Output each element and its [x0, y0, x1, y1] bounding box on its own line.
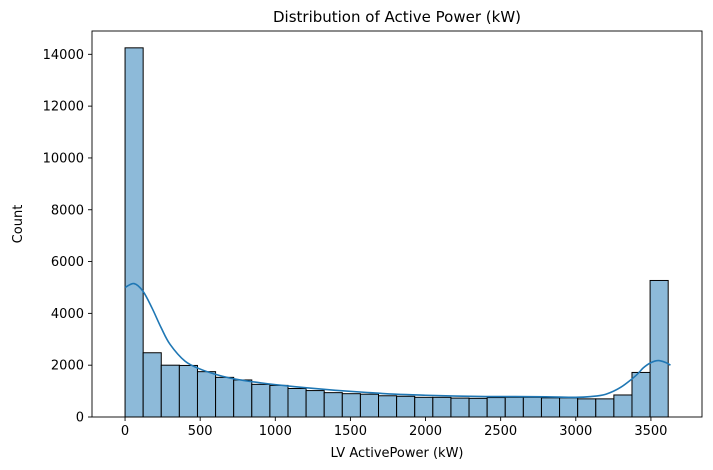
histogram-bar — [613, 394, 633, 418]
histogram-bar — [142, 352, 162, 418]
histogram-bar — [378, 395, 398, 418]
y-tick-label: 10000 — [43, 151, 84, 166]
y-tick-label: 2000 — [51, 359, 84, 374]
histogram-bar — [359, 393, 380, 418]
y-tick-label: 14000 — [43, 48, 84, 63]
x-tick-label: 500 — [188, 424, 213, 439]
x-axis-label: LV ActivePower (kW) — [330, 446, 463, 461]
histogram-bar — [504, 396, 524, 418]
x-tick-label: 0 — [121, 424, 129, 439]
bars-group — [124, 47, 669, 418]
histogram-bar — [396, 395, 416, 418]
plot-frame — [91, 30, 703, 418]
histogram-bar — [178, 364, 198, 418]
x-tick-label: 1000 — [259, 424, 292, 439]
histogram-bar — [432, 396, 452, 418]
y-axis-ticks: 0 2000 4000 6000 8000 10000 12000 14000 — [43, 48, 92, 426]
y-tick-label: 12000 — [43, 100, 84, 115]
x-tick-label: 3500 — [634, 424, 667, 439]
histogram-bar — [233, 379, 253, 418]
chart-title: Distribution of Active Power (kW) — [273, 8, 521, 26]
histogram-bar — [414, 396, 434, 418]
kde-line — [124, 282, 671, 399]
histogram-bar — [341, 393, 361, 418]
y-tick-label: 6000 — [51, 255, 84, 270]
histogram-bar — [577, 398, 597, 418]
histogram-bar — [468, 397, 488, 418]
histogram-bar — [540, 397, 561, 418]
histogram-bar — [269, 384, 289, 418]
x-tick-label: 1500 — [334, 424, 367, 439]
histogram-bar — [486, 397, 506, 418]
y-tick-label: 4000 — [51, 307, 84, 322]
histogram-bar — [251, 383, 271, 418]
x-tick-label: 2500 — [484, 424, 517, 439]
histogram-bar — [649, 279, 669, 418]
histogram-bar — [196, 371, 217, 418]
histogram-bar — [631, 371, 651, 418]
y-axis-label: Count — [11, 205, 26, 244]
histogram-bar — [305, 390, 325, 418]
histogram-bar — [215, 376, 235, 418]
histogram-bar — [160, 364, 180, 418]
histogram-bar — [450, 397, 470, 418]
histogram-bar — [522, 396, 542, 418]
histogram-bar — [323, 392, 343, 418]
x-tick-label: 3000 — [559, 424, 592, 439]
x-axis-ticks: 0 500 1000 1500 2000 2500 3000 3500 — [121, 417, 667, 439]
histogram-bar — [595, 398, 615, 418]
x-tick-label: 2000 — [409, 424, 442, 439]
y-tick-label: 8000 — [51, 203, 84, 218]
histogram-bar — [124, 47, 144, 418]
histogram-bar — [287, 388, 307, 418]
y-tick-label: 0 — [76, 411, 84, 426]
histogram-bar — [559, 397, 579, 418]
